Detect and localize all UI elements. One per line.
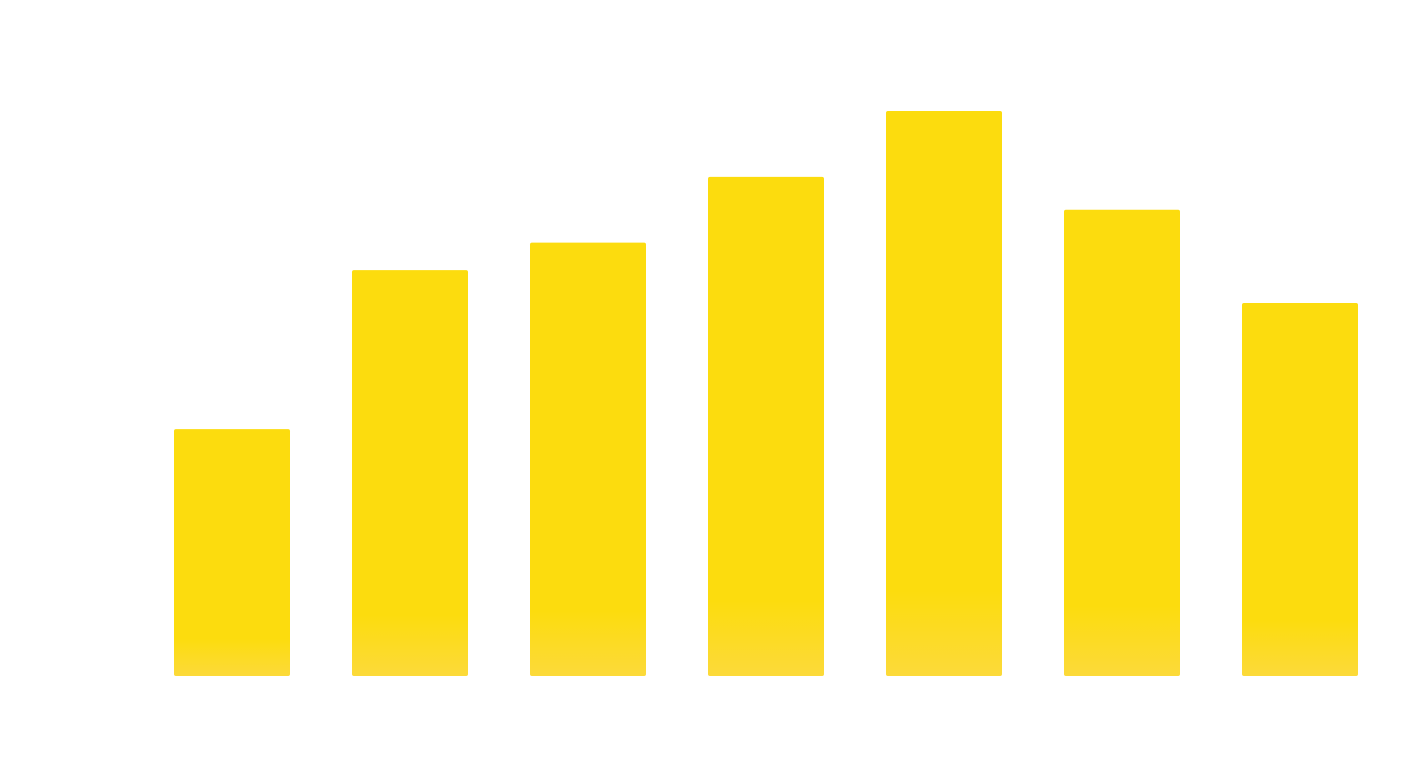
- bar-4: [708, 176, 824, 676]
- bar-7: [1242, 302, 1358, 676]
- bar-1: [174, 429, 290, 676]
- bars-group: [174, 111, 1358, 677]
- bar-2: [352, 270, 468, 676]
- bar-5: [886, 111, 1002, 676]
- bar-3: [530, 242, 646, 676]
- bar-6: [1064, 209, 1180, 677]
